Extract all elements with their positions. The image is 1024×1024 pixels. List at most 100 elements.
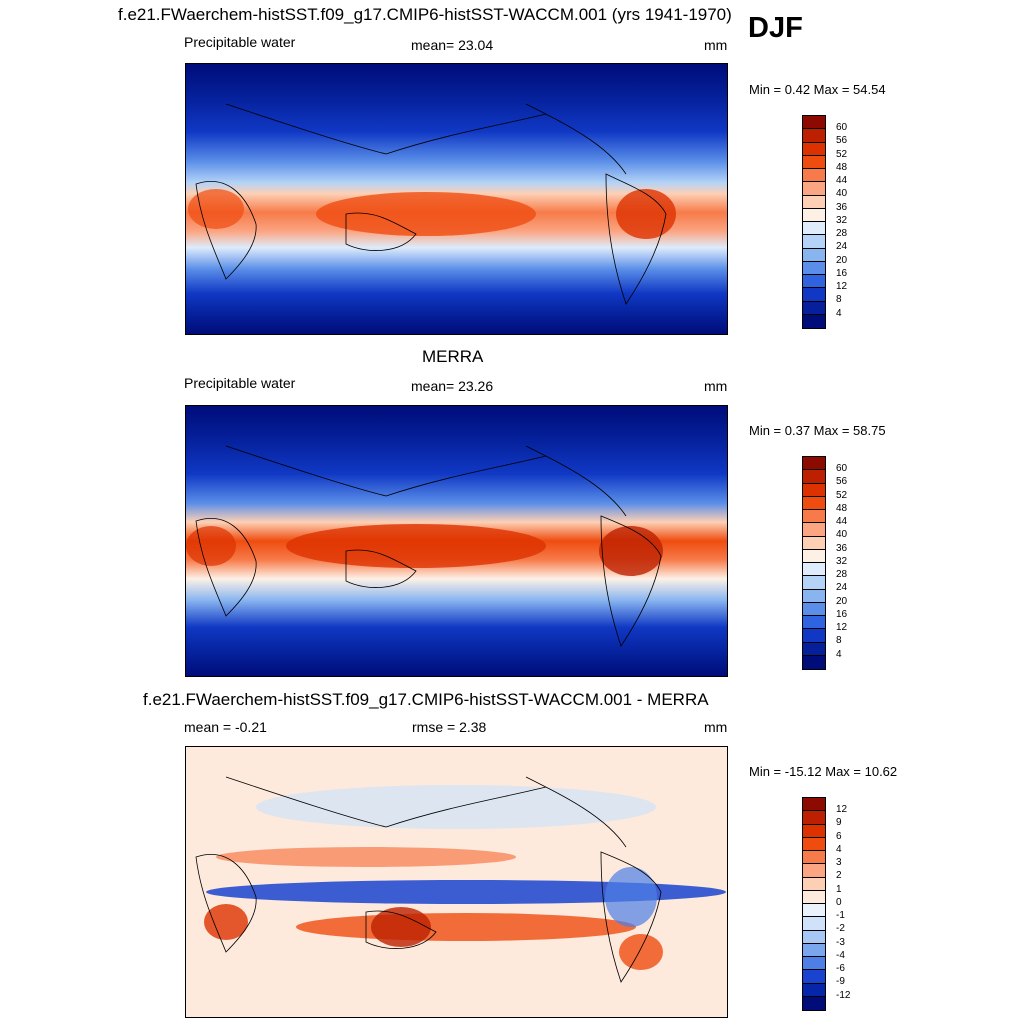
colorbar-tick: 4	[836, 844, 842, 855]
panel-2-title: MERRA	[422, 347, 484, 366]
colorbar-tick: 60	[836, 463, 848, 474]
panel-2-unit-label: mm	[704, 378, 728, 394]
colorbar-tick: -4	[836, 950, 845, 961]
panel-3-samerica-south	[619, 934, 663, 970]
panel-2-map	[185, 405, 728, 677]
panel-3-colorbar-swatch	[803, 811, 825, 825]
colorbar-tick: 28	[836, 228, 848, 239]
panel-2-amazon	[599, 526, 663, 576]
colorbar-tick: 52	[836, 149, 848, 160]
panel-3-africa-south	[204, 904, 248, 940]
panel-1-colorbar-swatch	[803, 248, 825, 262]
panel-2-colorbar-swatch	[803, 629, 825, 643]
panel-3-colorbar-swatch	[803, 996, 825, 1010]
panel-3-australia	[371, 907, 431, 947]
panel-1-title: f.e21.FWaerchem-histSST.f09_g17.CMIP6-hi…	[118, 5, 732, 24]
season-label: DJF	[748, 12, 803, 44]
panel-2-colorbar-swatch	[803, 642, 825, 656]
panel-3-colorbar-swatch	[803, 943, 825, 957]
colorbar-tick: 44	[836, 516, 848, 527]
panel-1-colorbar-swatch	[803, 235, 825, 249]
panel-1-mean-label: mean= 23.04	[411, 37, 494, 53]
panel-3-coastlines	[195, 776, 662, 983]
panel-2-colorbar-swatch	[803, 536, 825, 550]
colorbar-tick: 9	[836, 817, 842, 828]
panel-3-amazon	[605, 867, 657, 927]
panel-2-colorbar-swatch	[803, 576, 825, 590]
colorbar-tick: -9	[836, 976, 845, 987]
colorbar-tick: 32	[836, 556, 848, 567]
colorbar-tick: 0	[836, 897, 842, 908]
panel-2-coastlines	[195, 445, 662, 647]
panel-3-unit-label: mm	[704, 719, 728, 735]
panel-1-amazon	[616, 189, 676, 239]
panel-1-colorbar-swatch	[803, 314, 825, 328]
colorbar-tick: 44	[836, 175, 848, 186]
colorbar-tick: 56	[836, 135, 848, 146]
panel-2-colorbar	[802, 456, 826, 670]
colorbar-tick: 48	[836, 162, 848, 173]
panel-1-colorbar-swatch	[803, 261, 825, 275]
panel-3-colorbar-swatch	[803, 877, 825, 891]
panel-1-colorbar-swatch	[803, 129, 825, 143]
panel-2-colorbar-swatch	[803, 496, 825, 510]
panel-3-colorbar-swatch	[803, 970, 825, 984]
panel-3-colorbar-swatch	[803, 851, 825, 865]
colorbar-tick: 36	[836, 202, 848, 213]
panel-1-colorbar-swatch	[803, 195, 825, 209]
colorbar-tick: -2	[836, 923, 845, 934]
panel-1-coastlines	[195, 103, 667, 305]
panel-1-colorbar-swatch	[803, 142, 825, 156]
panel-3-arctic-band	[256, 785, 656, 829]
panel-2-warm-pool	[286, 524, 546, 568]
colorbar-tick: 2	[836, 870, 842, 881]
panel-1-unit-label: mm	[704, 37, 728, 53]
colorbar-tick: 32	[836, 215, 848, 226]
colorbar-tick: 24	[836, 241, 848, 252]
colorbar-tick: 4	[836, 308, 842, 319]
panel-3-colorbar-swatch	[803, 904, 825, 918]
panel-2-colorbar-swatch	[803, 549, 825, 563]
panel-3-minmax-label: Min = -15.12 Max = 10.62	[749, 764, 898, 779]
colorbar-tick: -6	[836, 963, 845, 974]
colorbar-tick: 8	[836, 294, 842, 305]
panel-1-colorbar-swatch	[803, 155, 825, 169]
colorbar-tick: 12	[836, 804, 848, 815]
panel-3-title: f.e21.FWaerchem-histSST.f09_g17.CMIP6-hi…	[143, 690, 709, 709]
panel-3-colorbar-swatch	[803, 930, 825, 944]
panel-1-colorbar-swatch	[803, 208, 825, 222]
panel-1-colorbar	[802, 115, 826, 329]
panel-1-africa	[188, 189, 244, 229]
colorbar-tick: 4	[836, 649, 842, 660]
colorbar-tick: 40	[836, 529, 848, 540]
panel-1-colorbar-swatch	[803, 222, 825, 236]
colorbar-tick: 16	[836, 609, 848, 620]
colorbar-tick: 60	[836, 122, 848, 133]
panel-2-colorbar-swatch	[803, 457, 825, 471]
panel-3-colorbar-swatch	[803, 864, 825, 878]
colorbar-tick: 12	[836, 281, 848, 292]
panel-1-warm-pool	[316, 192, 536, 236]
panel-2-colorbar-swatch	[803, 563, 825, 577]
panel-3-colorbar-swatch	[803, 798, 825, 812]
panel-3-colorbar-swatch	[803, 983, 825, 997]
colorbar-tick: 48	[836, 503, 848, 514]
colorbar-tick: 20	[836, 255, 848, 266]
panel-3-neg-band	[206, 880, 726, 904]
colorbar-tick: 6	[836, 831, 842, 842]
panel-1-map	[185, 63, 728, 335]
panel-3-pos-band-north	[216, 847, 516, 867]
colorbar-tick: 28	[836, 569, 848, 580]
panel-3-colorbar-swatch	[803, 917, 825, 931]
panel-1-minmax-label: Min = 0.42 Max = 54.54	[749, 82, 886, 97]
panel-3-pos-band-south	[296, 913, 636, 941]
colorbar-tick: 1	[836, 884, 842, 895]
panel-2-colorbar-swatch	[803, 523, 825, 537]
panel-1-variable-label: Precipitable water	[184, 34, 296, 50]
colorbar-tick: 12	[836, 622, 848, 633]
panel-2-colorbar-swatch	[803, 510, 825, 524]
colorbar-tick: 20	[836, 596, 848, 607]
colorbar-tick: 24	[836, 582, 848, 593]
panel-3-mean-label: mean = -0.21	[184, 719, 267, 735]
colorbar-tick: 52	[836, 490, 848, 501]
